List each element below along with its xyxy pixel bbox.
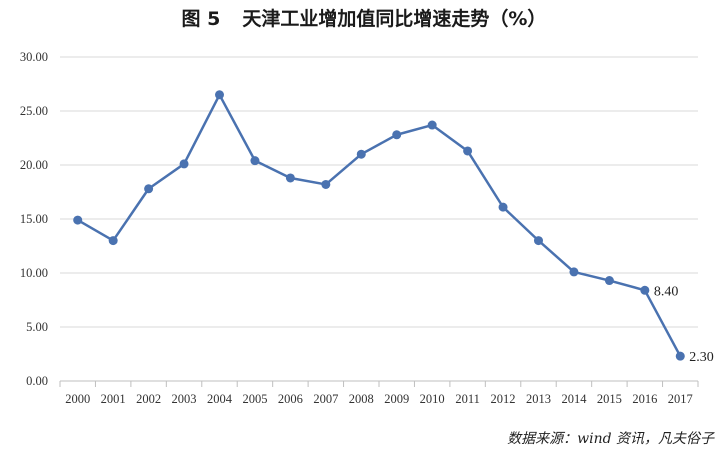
x-tick-label: 2003 xyxy=(172,392,197,406)
data-point xyxy=(392,130,402,140)
x-tick-label: 2006 xyxy=(278,392,303,406)
y-tick-label: 30.00 xyxy=(20,50,48,64)
y-tick-label: 25.00 xyxy=(20,104,48,118)
data-point xyxy=(427,120,437,130)
data-source: 数据来源：wind 资讯，凡夫俗子 xyxy=(507,431,714,447)
data-point xyxy=(215,90,224,100)
data-point xyxy=(534,236,543,246)
data-labels: 8.40 2.30 xyxy=(654,284,714,365)
y-tick-label: 0.00 xyxy=(26,374,48,388)
series-line xyxy=(77,93,682,357)
data-point xyxy=(463,146,473,156)
x-tick-label: 2015 xyxy=(597,392,622,406)
data-point xyxy=(356,149,366,159)
series xyxy=(73,90,685,361)
x-tick-label: 2001 xyxy=(101,392,126,406)
chart-title-text: 天津工业增加值同比增速走势（%） xyxy=(242,8,547,30)
gridlines xyxy=(60,56,698,328)
y-tick-label: 15.00 xyxy=(20,212,48,226)
y-tick-label: 5.00 xyxy=(26,320,48,334)
data-point xyxy=(285,173,295,183)
y-tick-label: 20.00 xyxy=(20,158,48,172)
x-tick-label: 2005 xyxy=(242,392,267,406)
figure-number: 图 5 xyxy=(181,8,221,30)
data-point xyxy=(73,215,83,225)
chart-title: 图 5 天津工业增加值同比增速走势（%） xyxy=(0,4,728,31)
x-tick-label: 2016 xyxy=(632,392,657,406)
data-point xyxy=(321,179,331,189)
data-point xyxy=(569,267,579,277)
data-point xyxy=(179,159,189,169)
axes: 0.00 5.00 10.00 15.00 20.00 25.00 30.00 2000 200… xyxy=(20,50,699,406)
x-tick-label: 2009 xyxy=(384,392,409,406)
data-label: 2.30 xyxy=(689,350,714,365)
x-tick-label: 2007 xyxy=(313,392,338,406)
x-tick-label: 2011 xyxy=(455,392,480,406)
data-point xyxy=(604,276,614,286)
x-tick-label: 2008 xyxy=(349,392,374,406)
x-tick-label: 2014 xyxy=(561,392,587,406)
data-point xyxy=(675,351,685,361)
y-tick-label: 10.00 xyxy=(20,266,48,280)
data-label: 8.40 xyxy=(654,284,679,299)
x-tick-label: 2017 xyxy=(668,392,693,406)
x-tick-label: 2012 xyxy=(491,392,516,406)
data-point xyxy=(108,236,118,246)
x-tick-label: 2002 xyxy=(136,392,161,406)
data-point xyxy=(250,156,260,166)
x-tick-label: 2010 xyxy=(420,392,445,406)
data-point xyxy=(640,285,650,295)
x-tick-label: 2013 xyxy=(526,392,551,406)
x-tick-label: 2000 xyxy=(65,392,90,406)
x-tick-label: 2004 xyxy=(207,392,233,406)
data-point xyxy=(144,184,154,194)
data-point xyxy=(498,202,508,212)
